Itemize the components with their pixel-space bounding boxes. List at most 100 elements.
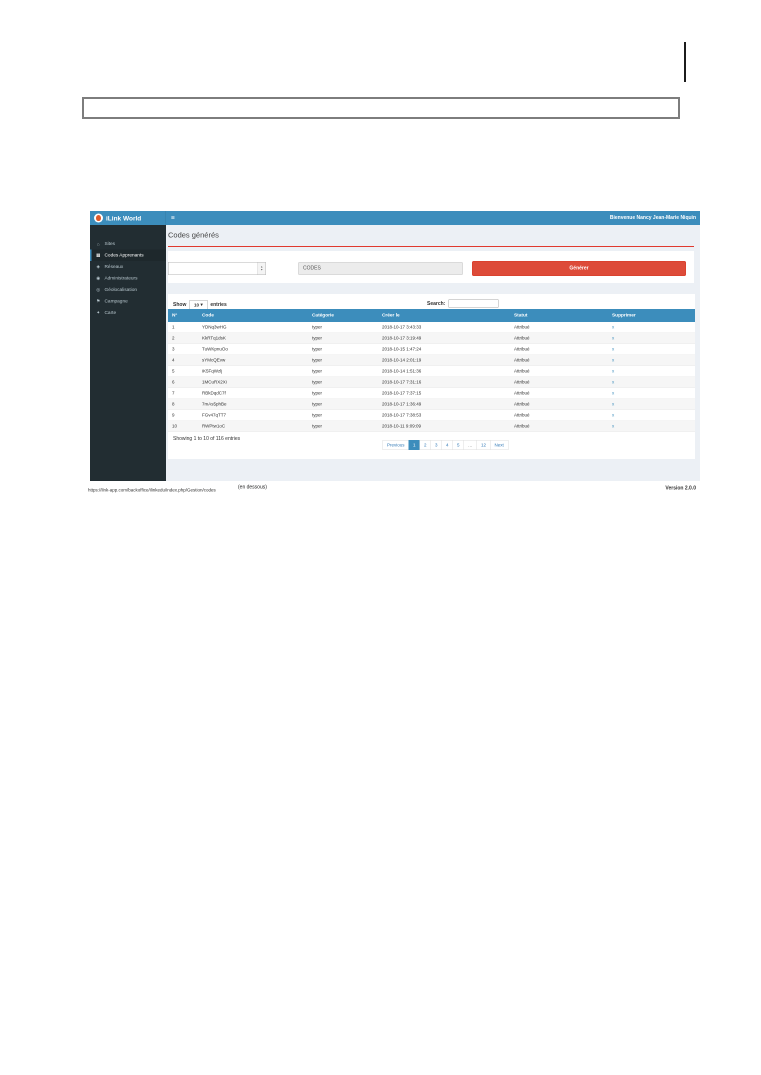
- page-title: Codes générés: [168, 231, 219, 240]
- delete-link[interactable]: x: [612, 401, 615, 407]
- table-row: 3 TuWKpnuOo typer 2018-10-15 1:47:24 Att…: [168, 344, 695, 355]
- cell-status: Attribué: [514, 335, 530, 341]
- generate-button[interactable]: Générer: [472, 261, 686, 276]
- sidebar-item-carte[interactable]: ✦ Carte: [90, 307, 166, 319]
- cell-code: 1MCuRX2Xi: [202, 379, 227, 385]
- cell-number: 10: [172, 423, 178, 429]
- column-header-number[interactable]: N°: [172, 312, 178, 319]
- flag-icon: ⚑: [96, 298, 101, 304]
- cell-number: 2: [172, 335, 175, 341]
- sidebar-item-codes-apprenants[interactable]: ▦ Codes Apprenants: [90, 249, 166, 261]
- pagination-previous[interactable]: Previous: [382, 440, 410, 450]
- pagination-page-5[interactable]: 5: [452, 440, 465, 450]
- sidebar-item-geolocalisation[interactable]: ◎ Géolocalisation: [90, 284, 166, 296]
- search-input[interactable]: [448, 299, 499, 308]
- cell-number: 7: [172, 390, 175, 396]
- cell-status: Attribué: [514, 401, 530, 407]
- status-url: https://ilnk-app.com/backoffice/ilinkedu…: [88, 487, 216, 493]
- sidebar-item-label: Carte: [104, 310, 117, 316]
- column-header-delete[interactable]: Supprimer: [612, 312, 636, 319]
- sidebar-item-label: Géolocalisation: [104, 287, 137, 293]
- entries-select-value: 10: [193, 302, 199, 308]
- pagination-next[interactable]: Next: [490, 440, 509, 450]
- table-card: Show 10 ▾ entries Search: N° Code Catégo…: [168, 294, 695, 459]
- map-icon: ✦: [96, 310, 101, 315]
- cell-code: FGv47qTT7: [202, 412, 227, 418]
- stepper-arrows[interactable]: ▴ ▾: [257, 262, 266, 275]
- cell-category: typer: [312, 368, 323, 374]
- table-row: 4 sYMcQEvw typer 2018-10-14 2:01:19 Attr…: [168, 355, 695, 366]
- cell-created: 2018-10-17 7:37:15: [382, 390, 422, 396]
- top-navbar: iLink World ≡ Bienvenue Nancy Jean-Marie…: [90, 211, 700, 225]
- brand-label: iLink World: [106, 214, 142, 222]
- delete-link[interactable]: x: [612, 335, 615, 341]
- sidebar-item-label: Réseaux: [104, 264, 124, 270]
- map-marker-icon: ◎: [96, 287, 101, 292]
- column-header-created[interactable]: Créer le: [382, 312, 400, 319]
- delete-link[interactable]: x: [612, 379, 615, 385]
- pagination-page-2[interactable]: 2: [419, 440, 432, 450]
- delete-link[interactable]: x: [612, 346, 615, 352]
- cell-status: Attribué: [514, 412, 530, 418]
- cell-created: 2018-10-17 1:36:49: [382, 401, 422, 407]
- delete-link[interactable]: x: [612, 423, 615, 429]
- cell-status: Attribué: [514, 368, 530, 374]
- cell-category: typer: [312, 412, 323, 418]
- cell-category: typer: [312, 379, 323, 385]
- table-row: 9 FGv47qTT7 typer 2018-10-17 7:38:53 Att…: [168, 410, 695, 421]
- cell-created: 2018-10-17 3:19:49: [382, 335, 422, 341]
- pagination-page-3[interactable]: 3: [430, 440, 443, 450]
- codes-count-stepper: ▴ ▾: [168, 262, 266, 275]
- showing-entries-label: Showing 1 to 10 of 116 entries: [173, 436, 241, 442]
- show-label: Show: [173, 302, 187, 308]
- arrow-down-icon[interactable]: ▾: [260, 268, 263, 272]
- cell-code: RWPtw1oC: [202, 423, 226, 429]
- cell-status: Attribué: [514, 379, 530, 385]
- pagination-page-1[interactable]: 1: [408, 440, 421, 450]
- brand[interactable]: iLink World: [90, 211, 166, 225]
- cell-category: typer: [312, 335, 323, 341]
- cell-code: TuWKpnuOo: [202, 346, 228, 352]
- sidebar-toggle-icon[interactable]: ≡: [171, 213, 175, 222]
- table-row: 7 RBkDqdC7f typer 2018-10-17 7:37:15 Att…: [168, 388, 695, 399]
- codes-type-field[interactable]: CODES: [298, 262, 463, 275]
- network-icon: ◈: [96, 264, 100, 269]
- table-row: 1 YDNq3wHG typer 2018-10-17 3:43:33 Attr…: [168, 322, 695, 333]
- cell-code: YDNq3wHG: [202, 324, 227, 330]
- codes-count-input[interactable]: [168, 262, 256, 275]
- table-row: 5 iK5FqWzlj typer 2018-10-14 1:51:36 Att…: [168, 366, 695, 377]
- cell-status: Attribué: [514, 357, 530, 363]
- cell-created: 2018-10-14 1:51:36: [382, 368, 422, 374]
- sidebar-item-reseaux[interactable]: ◈ Réseaux: [90, 261, 166, 273]
- sidebar-item-administrateurs[interactable]: ◉ Administrateurs: [90, 273, 166, 285]
- table-row: 10 RWPtw1oC typer 2018-10-11 9:09:09 Att…: [168, 421, 695, 432]
- column-header-category[interactable]: Catégorie: [312, 312, 334, 319]
- sidebar-item-sites[interactable]: ⌂ Sites: [90, 238, 166, 250]
- column-header-code[interactable]: Code: [202, 312, 214, 319]
- cell-number: 4: [172, 357, 175, 363]
- cell-created: 2018-10-14 2:01:19: [382, 357, 422, 363]
- delete-link[interactable]: x: [612, 324, 615, 330]
- delete-link[interactable]: x: [612, 368, 615, 374]
- cell-number: 5: [172, 368, 175, 374]
- table-row: 6 1MCuRX2Xi typer 2018-10-17 7:31:16 Att…: [168, 377, 695, 388]
- welcome-user-menu[interactable]: Bienvenue Nancy Jean-Marie Niquin: [609, 215, 696, 221]
- cell-status: Attribué: [514, 423, 530, 429]
- cell-category: typer: [312, 357, 323, 363]
- delete-link[interactable]: x: [612, 412, 615, 418]
- column-header-status[interactable]: Statut: [514, 312, 528, 319]
- sidebar-item-label: Codes Apprenants: [104, 252, 144, 259]
- cell-created: 2018-10-11 9:09:09: [382, 423, 421, 429]
- cell-code: KkRTq1dsK: [202, 335, 226, 341]
- delete-link[interactable]: x: [612, 357, 615, 363]
- cell-created: 2018-10-17 7:38:53: [382, 412, 422, 418]
- arrow-up-icon[interactable]: ▴: [260, 265, 263, 269]
- cell-category: typer: [312, 401, 323, 407]
- pagination-page-12[interactable]: 12: [476, 440, 491, 450]
- table-row: 2 KkRTq1dsK typer 2018-10-17 3:19:49 Att…: [168, 333, 695, 344]
- cell-code: sYMcQEvw: [202, 357, 226, 363]
- sidebar-item-campagne[interactable]: ⚑ Campagne: [90, 296, 166, 308]
- pagination-page-4[interactable]: 4: [441, 440, 454, 450]
- delete-link[interactable]: x: [612, 390, 615, 396]
- grid-icon: ▦: [96, 252, 101, 258]
